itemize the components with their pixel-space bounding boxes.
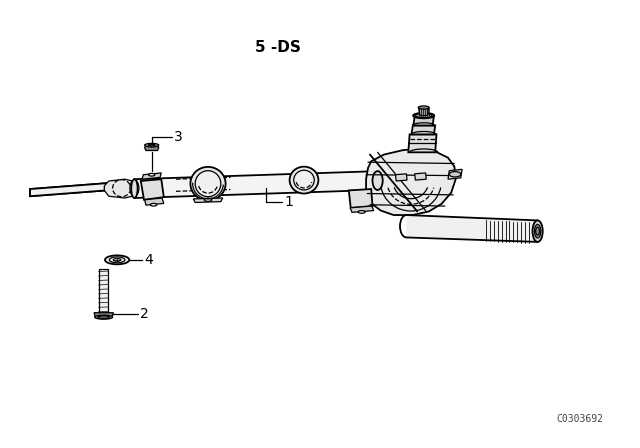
Polygon shape <box>415 173 426 180</box>
Ellipse shape <box>109 257 125 263</box>
Polygon shape <box>30 183 112 196</box>
Ellipse shape <box>148 173 155 176</box>
Ellipse shape <box>290 167 319 194</box>
Polygon shape <box>142 173 161 179</box>
Ellipse shape <box>415 114 432 118</box>
Text: 2: 2 <box>140 306 148 321</box>
Ellipse shape <box>105 255 129 264</box>
Ellipse shape <box>204 198 212 202</box>
Polygon shape <box>366 149 456 215</box>
Polygon shape <box>419 108 429 116</box>
Ellipse shape <box>532 220 543 242</box>
Polygon shape <box>350 206 374 212</box>
Ellipse shape <box>98 316 109 319</box>
Ellipse shape <box>150 203 157 206</box>
Text: 5 -DS: 5 -DS <box>255 39 301 55</box>
Ellipse shape <box>95 315 113 319</box>
Text: 3: 3 <box>174 129 183 144</box>
Ellipse shape <box>195 171 221 197</box>
Ellipse shape <box>131 179 138 198</box>
Polygon shape <box>141 179 164 200</box>
Ellipse shape <box>294 170 314 190</box>
Polygon shape <box>412 125 435 134</box>
Polygon shape <box>413 116 434 125</box>
Polygon shape <box>408 134 436 152</box>
Polygon shape <box>193 198 223 202</box>
Ellipse shape <box>145 143 159 147</box>
Ellipse shape <box>191 167 226 201</box>
Ellipse shape <box>419 106 429 109</box>
Ellipse shape <box>113 258 121 261</box>
Ellipse shape <box>449 172 461 177</box>
Text: C0303692: C0303692 <box>556 414 603 424</box>
Polygon shape <box>94 313 113 317</box>
Ellipse shape <box>413 113 435 118</box>
Polygon shape <box>349 189 372 208</box>
Text: 1: 1 <box>284 194 293 209</box>
Polygon shape <box>448 169 462 179</box>
Ellipse shape <box>358 211 365 213</box>
Polygon shape <box>406 215 538 242</box>
Ellipse shape <box>536 227 540 235</box>
Polygon shape <box>145 145 159 151</box>
Ellipse shape <box>130 180 139 196</box>
Ellipse shape <box>534 224 541 238</box>
Ellipse shape <box>372 171 383 190</box>
Polygon shape <box>145 198 164 205</box>
Text: 4: 4 <box>145 253 154 267</box>
Polygon shape <box>134 171 378 198</box>
Ellipse shape <box>148 144 155 146</box>
Polygon shape <box>396 174 407 181</box>
Polygon shape <box>104 179 138 198</box>
Polygon shape <box>99 269 108 313</box>
